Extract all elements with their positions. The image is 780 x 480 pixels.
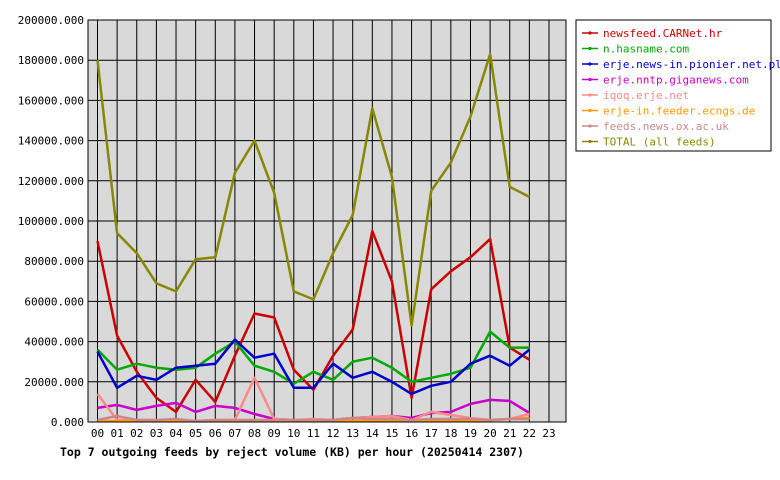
x-tick-label: 22: [523, 427, 536, 440]
legend-marker: [588, 139, 592, 144]
legend-marker: [588, 108, 592, 113]
y-tick-label: 100000.000: [18, 215, 84, 228]
series-line-1: [96, 330, 530, 386]
y-axis-ticks: 0.000 20000.000 40000.000 60000.000 80000.00…: [18, 14, 84, 429]
y-tick-label: 80000.000: [24, 255, 84, 268]
series-line-6: [97, 414, 530, 423]
x-tick-label: 16: [405, 427, 418, 440]
legend-label: n.hasname.com: [603, 43, 689, 56]
y-tick-label: 40000.000: [24, 336, 84, 349]
x-tick-label: 13: [346, 427, 359, 440]
x-tick-label: 12: [326, 427, 339, 440]
y-tick-label: 200000.000: [18, 14, 84, 27]
legend-marker: [588, 46, 592, 51]
x-tick-label: 02: [130, 427, 143, 440]
legend-label: erje.nntp.giganews.com: [603, 74, 749, 87]
legend: newsfeed.CARNet.hr n.hasname.com erje.news…: [575, 19, 780, 152]
x-tick-label: 20: [483, 427, 496, 440]
y-tick-label: 140000.000: [18, 135, 84, 148]
x-tick-label: 03: [150, 427, 163, 440]
x-axis-ticks: 00 01 02 03 04 05 06 07 08 09 10 11 12 13 14 15 16 17 18 19…: [91, 427, 556, 440]
x-tick-label: 21: [503, 427, 516, 440]
x-tick-label: 00: [91, 427, 104, 440]
x-tick-label: 09: [268, 427, 281, 440]
series-line-0: [96, 229, 531, 414]
legend-marker: [588, 62, 592, 66]
x-tick-label: 08: [248, 427, 261, 440]
x-tick-label: 15: [385, 427, 398, 440]
x-tick-label: 06: [209, 427, 222, 440]
y-tick-label: 120000.000: [18, 175, 84, 188]
chart-title: Top 7 outgoing feeds by reject volume (K…: [60, 445, 524, 459]
x-tick-label: 05: [189, 427, 202, 440]
plot-border: [87, 19, 567, 423]
y-tick-label: 20000.000: [24, 376, 84, 389]
y-tick-label: 160000.000: [18, 94, 84, 107]
x-tick-label: 01: [111, 427, 124, 440]
x-tick-label: 14: [366, 427, 380, 440]
legend-marker: [588, 124, 592, 128]
legend-marker: [588, 77, 592, 82]
legend-label: feeds.news.ox.ac.uk: [603, 120, 729, 133]
legend-marker: [588, 93, 592, 97]
legend-box: [575, 19, 772, 152]
legend-marker: [588, 31, 592, 35]
series-line-7: [96, 52, 530, 327]
x-tick-label: 04: [169, 427, 183, 440]
legend-label: newsfeed.CARNet.hr: [603, 27, 723, 40]
x-tick-label: 18: [444, 427, 457, 440]
x-tick-label: 07: [228, 427, 241, 440]
legend-label: erje-in.feeder.ecngs.de: [603, 105, 755, 118]
series-lines: [96, 52, 531, 423]
legend-label: erje.news-in.pionier.net.pl: [603, 58, 780, 71]
y-tick-label: 180000.000: [18, 54, 84, 67]
legend-label: iqoq.erje.net: [603, 89, 689, 102]
y-tick-label: 0.000: [51, 416, 84, 429]
y-tick-label: 60000.000: [24, 295, 84, 308]
x-tick-label: 11: [307, 427, 320, 440]
legend-label: TOTAL (all feeds): [603, 136, 716, 149]
x-tick-label: 19: [464, 427, 477, 440]
x-tick-label: 10: [287, 427, 300, 440]
x-tick-label: 17: [425, 427, 438, 440]
series-line-2: [96, 338, 531, 396]
x-tick-label: 23: [542, 427, 555, 440]
